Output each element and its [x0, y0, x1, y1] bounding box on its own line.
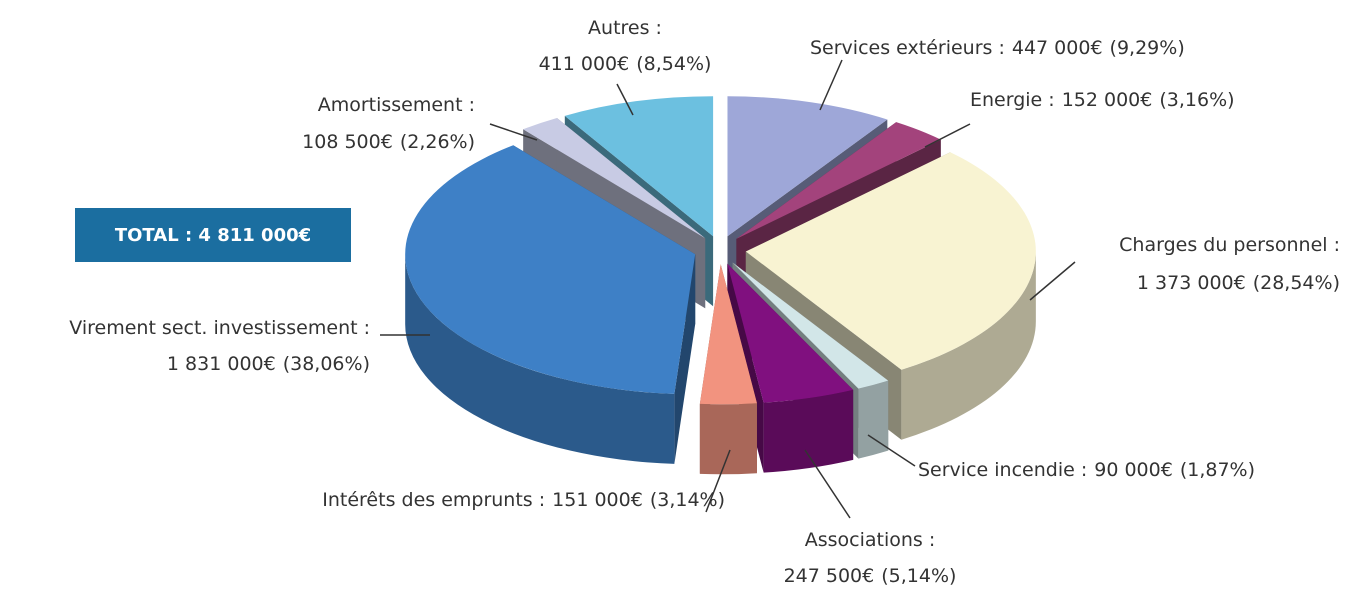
slice-top — [405, 145, 696, 394]
value-label: 1 373 000€ — [1137, 272, 1246, 294]
slice-side — [699, 403, 757, 475]
slice-label: 1 831 000€ (38,06%) — [167, 353, 370, 375]
leader-line — [804, 449, 851, 519]
slice-label: Services extérieurs : 447 000€ (9,29%) — [810, 37, 1185, 59]
category-label: Services extérieurs : — [810, 37, 1005, 59]
percentage-label: (3,16%) — [1159, 89, 1234, 111]
total-label: TOTAL : 4 811 000€ — [115, 225, 311, 246]
category-label: Autres : — [588, 17, 662, 39]
value-label: 411 000€ — [539, 53, 630, 75]
category-label: Service incendie : — [918, 459, 1087, 481]
percentage-label: (8,54%) — [636, 53, 711, 75]
leader-line — [1029, 261, 1076, 301]
percentage-label: (28,54%) — [1253, 272, 1340, 294]
slice-label: Energie : 152 000€ (3,16%) — [970, 89, 1235, 111]
slice-label: 411 000€ (8,54%) — [539, 53, 712, 75]
slice-label: Charges du personnel : — [1119, 234, 1340, 256]
slice-label: Intérêts des emprunts : 151 000€ (3,14%) — [322, 489, 725, 511]
value-label: 447 000€ — [1012, 37, 1103, 59]
slice-label: Amortissement : — [318, 94, 475, 116]
slice-top — [699, 264, 757, 405]
percentage-label: (38,06%) — [283, 353, 370, 375]
category-label: Energie : — [970, 89, 1055, 111]
percentage-label: (1,87%) — [1180, 459, 1255, 481]
slice-side — [901, 251, 1036, 440]
slice-top — [745, 152, 1036, 370]
slice-top — [732, 262, 889, 389]
total-box — [75, 208, 351, 262]
percentage-label: (3,14%) — [650, 489, 725, 511]
slice-label: 247 500€ (5,14%) — [784, 565, 957, 587]
percentage-label: (9,29%) — [1110, 37, 1185, 59]
slice-side — [405, 254, 675, 464]
value-label: 90 000€ — [1094, 459, 1173, 481]
slice-label: Autres : — [588, 17, 662, 39]
category-label: Associations : — [805, 529, 936, 551]
category-label: Charges du personnel : — [1119, 234, 1340, 256]
category-label: Intérêts des emprunts : — [322, 489, 545, 511]
slice-top — [736, 122, 941, 239]
leader-line — [819, 59, 843, 111]
slice-side — [858, 380, 889, 459]
slice-side — [763, 389, 854, 473]
leader-line — [867, 434, 916, 467]
slice — [405, 145, 696, 464]
leader-line — [489, 123, 538, 141]
slice — [699, 264, 757, 475]
value-label: 151 000€ — [552, 489, 643, 511]
slice-label: 108 500€ (2,26%) — [302, 131, 475, 153]
value-label: 152 000€ — [1062, 89, 1153, 111]
percentage-label: (5,14%) — [881, 565, 956, 587]
slice-label: Associations : — [805, 529, 936, 551]
slice-label: Service incendie : 90 000€ (1,87%) — [918, 459, 1255, 481]
slice-top — [523, 117, 706, 239]
slice-top — [727, 96, 888, 237]
leader-line — [924, 123, 971, 148]
slice-label: 1 373 000€ (28,54%) — [1137, 272, 1340, 294]
category-label: Amortissement : — [318, 94, 475, 116]
category-label: Virement sect. investissement : — [69, 317, 370, 339]
slice-top — [564, 96, 714, 237]
value-label: 247 500€ — [784, 565, 875, 587]
slice-label: Virement sect. investissement : — [69, 317, 370, 339]
value-label: 108 500€ — [302, 131, 393, 153]
value-label: 1 831 000€ — [167, 353, 276, 375]
slice-top — [727, 263, 854, 403]
leader-line — [616, 83, 634, 116]
leader-line — [705, 449, 731, 513]
percentage-label: (2,26%) — [400, 131, 475, 153]
